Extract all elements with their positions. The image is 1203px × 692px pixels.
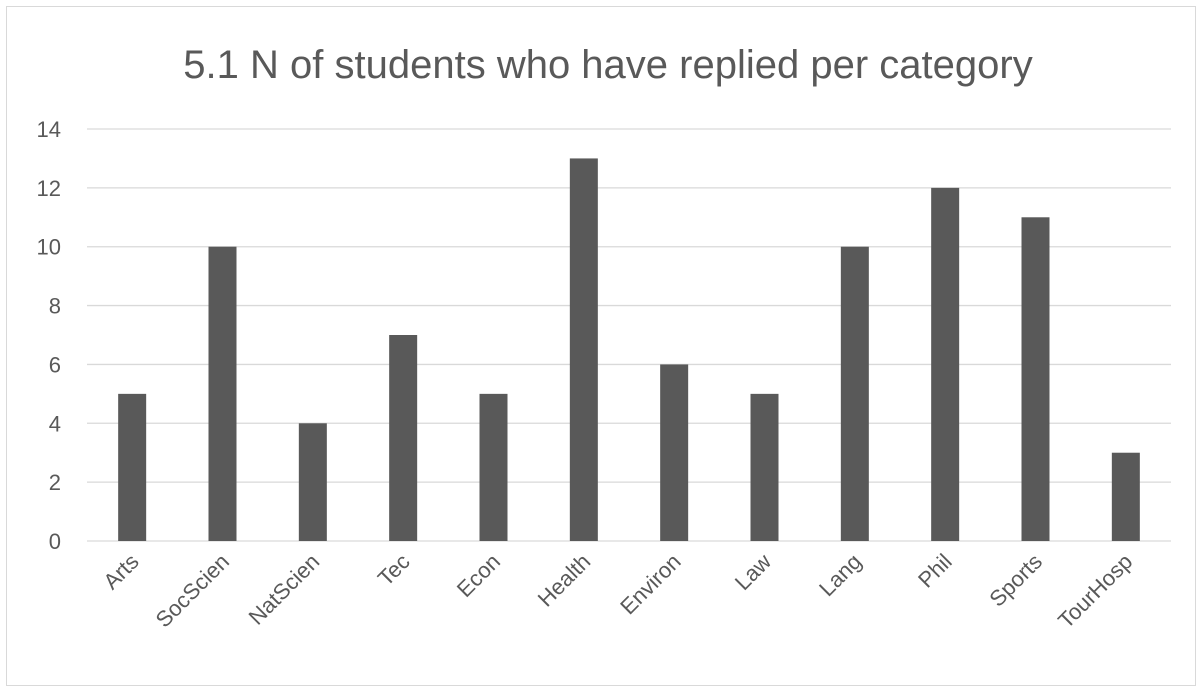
bar-health [569,158,598,541]
bar-socscien [208,246,237,541]
y-tick-label: 12 [37,176,61,201]
bar-tourhosp [1111,452,1140,541]
bar-law [750,393,779,541]
chart-title: 5.1 N of students who have replied per c… [183,43,1032,87]
x-tick-label: Econ [452,549,505,602]
bar-environ [660,364,689,541]
x-axis-tick-labels: Arts SocScien NatScien Tec Econ Health Environ… [98,549,1137,633]
y-tick-label: 8 [49,294,61,319]
y-tick-label: 2 [49,470,61,495]
y-tick-label: 6 [49,352,61,377]
x-tick-label: Environ [615,549,685,619]
x-tick-label: Arts [98,549,143,594]
y-axis-tick-labels: 0 2 4 6 8 10 12 14 [37,117,61,554]
bar-phil [931,187,960,541]
x-tick-label: Health [533,549,596,612]
x-tick-label: Tec [373,549,415,591]
bar-tec [389,335,418,541]
x-tick-label: Sports [984,549,1047,612]
bar-natscien [298,423,327,541]
x-tick-label: Phil [913,549,957,593]
x-tick-label: Law [730,549,776,595]
bar-lang [840,246,869,541]
bars [118,158,1140,542]
bar-econ [479,393,508,541]
y-tick-label: 14 [37,117,61,142]
x-tick-label: TourHosp [1053,549,1137,633]
bar-sports [1021,217,1050,542]
x-tick-label: SocScien [151,549,234,632]
x-tick-label: Lang [814,549,866,601]
y-tick-label: 4 [49,411,61,436]
x-tick-label: NatScien [244,549,325,630]
chart-frame [6,6,1196,686]
bar-arts [118,393,147,541]
y-tick-label: 10 [37,235,61,260]
gridlines [87,128,1171,542]
y-tick-label: 0 [49,529,61,554]
